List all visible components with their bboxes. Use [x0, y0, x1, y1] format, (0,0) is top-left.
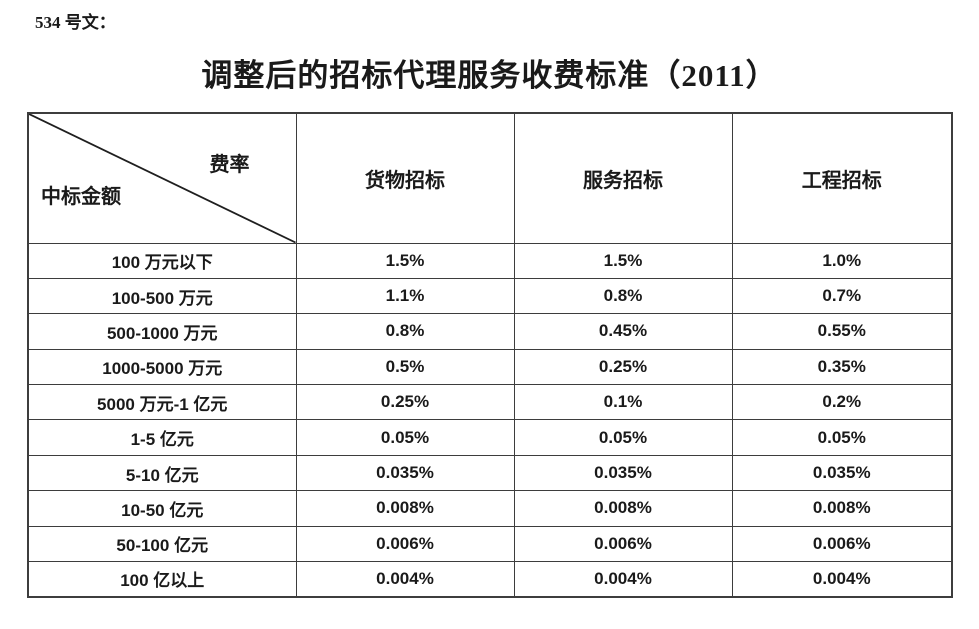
fee-cell: 0.006% — [295, 525, 515, 563]
row-label: 50-100 亿元 — [27, 525, 297, 563]
fee-cell: 0.25% — [295, 384, 515, 421]
fee-cell: 1.5% — [295, 242, 515, 279]
fee-cell: 0.45% — [513, 313, 733, 350]
fee-cell: 0.006% — [513, 525, 733, 563]
table-row: 5000 万元-1 亿元 0.25% 0.1% 0.2% — [27, 384, 953, 421]
corner-cell: 费率 中标金额 — [27, 112, 297, 244]
table-header-row: 费率 中标金额 货物招标 服务招标 工程招标 — [27, 112, 953, 244]
table-row: 10-50 亿元 0.008% 0.008% 0.008% — [27, 490, 953, 527]
row-label: 10-50 亿元 — [27, 490, 297, 527]
fee-cell: 0.035% — [513, 454, 733, 492]
fee-cell: 0.05% — [295, 419, 515, 456]
fee-cell: 0.7% — [731, 277, 953, 315]
fee-cell: 1.0% — [731, 242, 953, 279]
row-label: 1000-5000 万元 — [27, 348, 297, 386]
fee-cell: 1.1% — [295, 277, 515, 315]
table-row: 50-100 亿元 0.006% 0.006% 0.006% — [27, 525, 953, 563]
fee-cell: 0.035% — [731, 454, 953, 492]
fee-cell: 0.05% — [731, 419, 953, 456]
fee-cell: 0.2% — [731, 384, 953, 421]
table-row: 5-10 亿元 0.035% 0.035% 0.035% — [27, 454, 953, 492]
row-label: 1-5 亿元 — [27, 419, 297, 456]
fee-cell: 0.004% — [295, 561, 515, 598]
fee-cell: 0.8% — [295, 313, 515, 350]
doc-ref: 534 号文： — [35, 13, 116, 32]
column-header-goods: 货物招标 — [295, 112, 515, 244]
table-row: 1-5 亿元 0.05% 0.05% 0.05% — [27, 419, 953, 456]
table-row: 100-500 万元 1.1% 0.8% 0.7% — [27, 277, 953, 315]
row-label: 100 亿以上 — [27, 561, 297, 598]
fee-cell: 0.55% — [731, 313, 953, 350]
row-label: 500-1000 万元 — [27, 313, 297, 350]
fee-cell: 0.05% — [513, 419, 733, 456]
diagonal-divider-line — [29, 114, 296, 243]
row-label: 100-500 万元 — [27, 277, 297, 315]
fee-cell: 1.5% — [513, 242, 733, 279]
row-label: 5-10 亿元 — [27, 454, 297, 492]
table-row: 500-1000 万元 0.8% 0.45% 0.55% — [27, 313, 953, 350]
fee-cell: 0.035% — [295, 454, 515, 492]
fee-cell: 0.008% — [513, 490, 733, 527]
fee-cell: 0.1% — [513, 384, 733, 421]
table-row: 100 万元以下 1.5% 1.5% 1.0% — [27, 242, 953, 279]
fee-cell: 0.35% — [731, 348, 953, 386]
fee-cell: 0.004% — [513, 561, 733, 598]
row-label: 100 万元以下 — [27, 242, 297, 279]
page-title: 调整后的招标代理服务收费标准（2011） — [201, 58, 778, 93]
corner-label-bid-amount: 中标金额 — [41, 185, 121, 208]
fee-cell: 0.008% — [731, 490, 953, 527]
fee-cell: 0.008% — [295, 490, 515, 527]
fee-cell: 0.5% — [295, 348, 515, 386]
table-row: 1000-5000 万元 0.5% 0.25% 0.35% — [27, 348, 953, 386]
table-row: 100 亿以上 0.004% 0.004% 0.004% — [27, 561, 953, 598]
column-header-services: 服务招标 — [513, 112, 733, 244]
fee-cell: 0.8% — [513, 277, 733, 315]
fee-table: 费率 中标金额 货物招标 服务招标 工程招标 100 万元以下 1.5% 1.5… — [27, 112, 953, 598]
column-header-engineering: 工程招标 — [731, 112, 953, 244]
row-label: 5000 万元-1 亿元 — [27, 384, 297, 421]
fee-table-body: 100 万元以下 1.5% 1.5% 1.0% 100-500 万元 1.1% … — [27, 242, 953, 598]
fee-cell: 0.006% — [731, 525, 953, 563]
fee-cell: 0.004% — [731, 561, 953, 598]
corner-label-fee-rate: 费率 — [209, 154, 250, 176]
fee-cell: 0.25% — [513, 348, 733, 386]
